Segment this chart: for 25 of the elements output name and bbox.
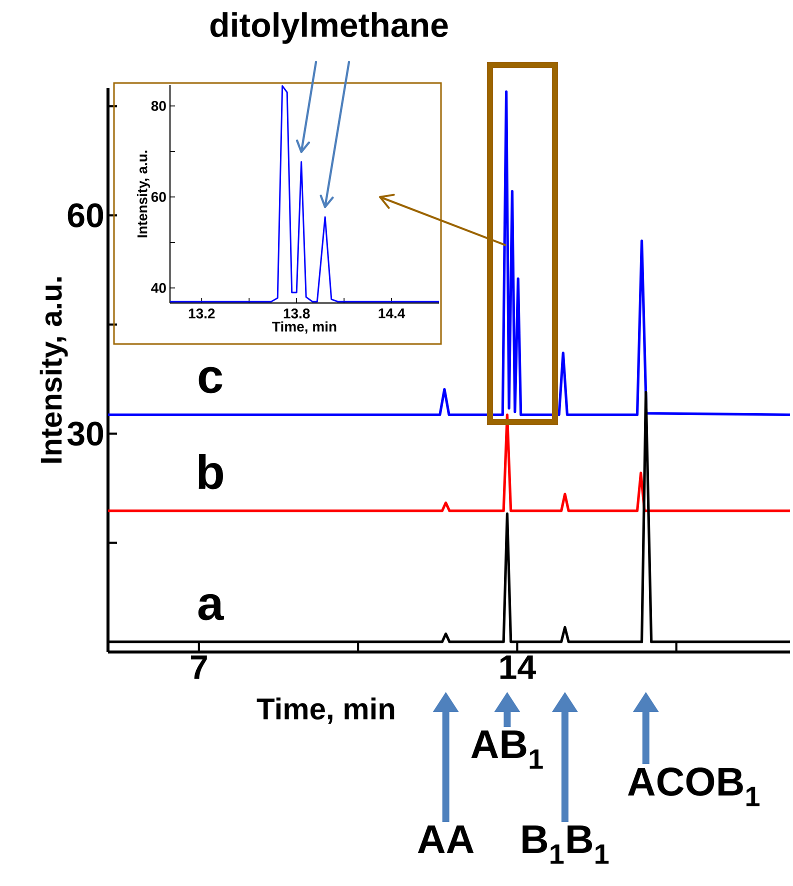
series-label: c (198, 366, 222, 394)
y-axis-title: Intensity, a.u. (136, 150, 150, 238)
text: ACOB$_{1}$ (628, 768, 760, 806)
y-tick-label: 80 (151, 100, 166, 111)
text: AB$_{1}$ (471, 730, 543, 769)
series-label: a (198, 594, 224, 620)
x-tick-label: 7 (190, 656, 207, 679)
x-tick-label: 13.2 (188, 308, 215, 318)
y-tick-label: 60 (68, 203, 104, 228)
x-tick-label: 13.8 (284, 308, 310, 318)
x-axis-title: Time, min (272, 321, 336, 334)
y-tick-label: 30 (67, 422, 104, 446)
y-tick-label: 40 (151, 283, 166, 293)
text: B$_{1}$B$_{1}$ (522, 826, 609, 864)
text: AA (418, 826, 474, 854)
x-axis-title: Time, min (256, 698, 394, 724)
series-label: b (198, 454, 223, 490)
y-axis-title: Intensity, a.u. (40, 277, 68, 463)
line-series (106, 413, 792, 512)
line-series (106, 90, 792, 416)
y-tick-label: 60 (151, 192, 166, 202)
x-tick-label: 14 (500, 656, 536, 679)
x-tick-label: 14.4 (378, 308, 406, 318)
line-series (169, 85, 440, 302)
text: ditolylmethane (210, 12, 448, 44)
